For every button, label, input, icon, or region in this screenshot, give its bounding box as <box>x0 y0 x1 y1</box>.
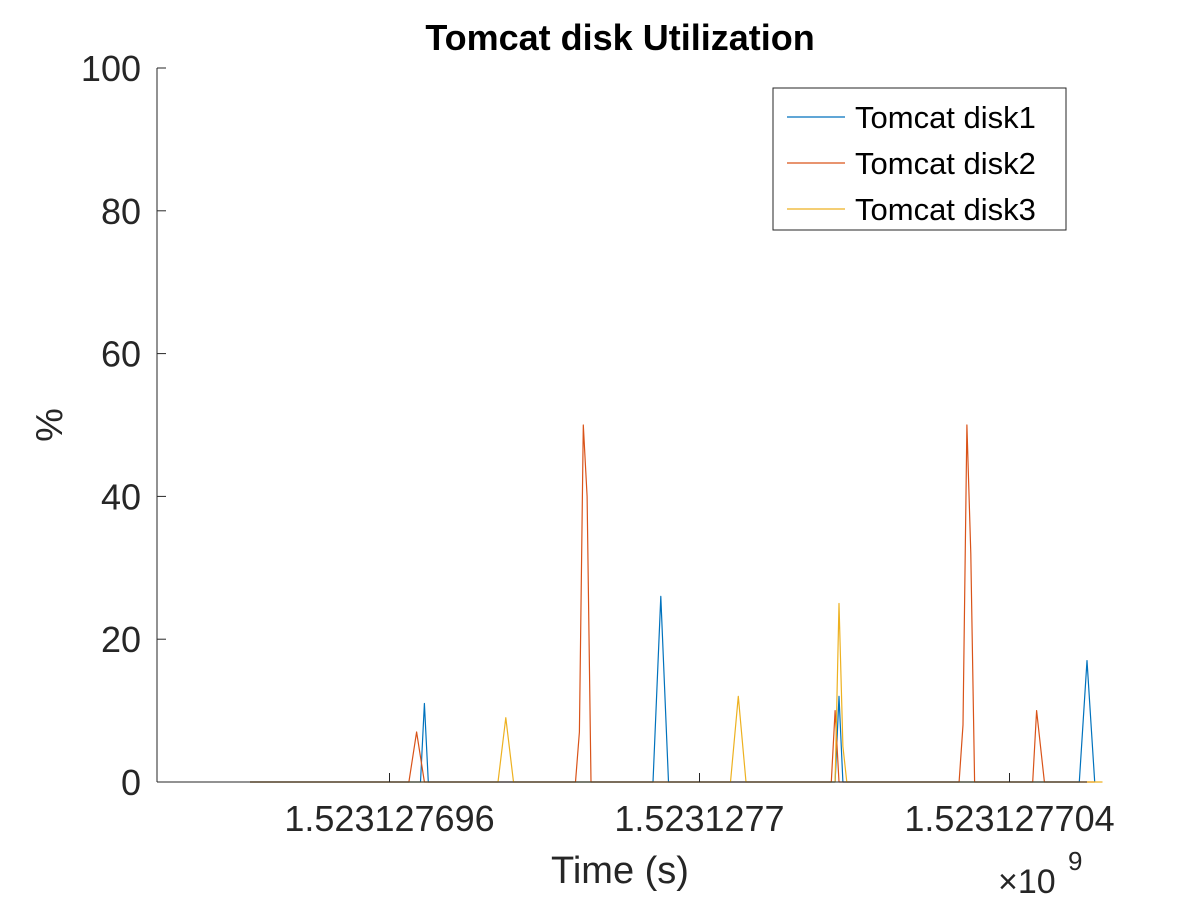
y-tick-label: 100 <box>81 48 141 89</box>
y-axis-label: % <box>29 408 71 442</box>
legend-label: Tomcat disk3 <box>855 192 1036 227</box>
y-tick-label: 60 <box>101 334 141 375</box>
x-exponent-power: 9 <box>1068 846 1082 876</box>
chart-title: Tomcat disk Utilization <box>425 17 814 58</box>
legend-label: Tomcat disk1 <box>855 100 1036 135</box>
legend-label: Tomcat disk2 <box>855 146 1036 181</box>
x-ticks: 1.523127696 1.5231277 1.523127704 <box>284 773 1115 839</box>
y-tick-label: 40 <box>101 476 141 517</box>
y-tick-label: 80 <box>101 191 141 232</box>
legend-box <box>772 87 1067 231</box>
y-ticks: 0 20 40 60 80 100 <box>81 48 166 803</box>
y-tick-label: 20 <box>101 619 141 660</box>
legend: Tomcat disk1 Tomcat disk2 Tomcat disk3 <box>772 87 1067 231</box>
legend-entries: Tomcat disk1 Tomcat disk2 Tomcat disk3 <box>787 100 1036 227</box>
x-tick-label: 1.523127696 <box>284 798 494 839</box>
series-line-disk3 <box>250 602 1103 783</box>
x-tick-label: 1.523127704 <box>904 798 1114 839</box>
x-exponent-label: ×10 <box>998 863 1056 900</box>
x-tick-label: 1.5231277 <box>614 798 784 839</box>
x-axis-label: Time (s) <box>551 850 689 892</box>
y-tick-label: 0 <box>121 762 141 803</box>
